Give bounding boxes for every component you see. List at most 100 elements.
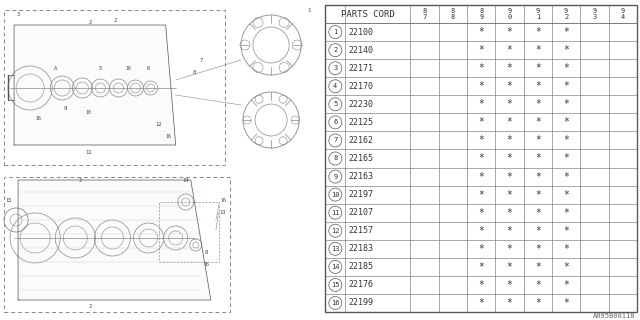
Text: *: * xyxy=(507,135,513,146)
Text: *: * xyxy=(563,226,569,236)
Text: 8: 8 xyxy=(192,70,195,76)
Text: 3: 3 xyxy=(17,12,20,18)
Text: *: * xyxy=(478,63,484,73)
Text: 22170: 22170 xyxy=(348,82,373,91)
Text: *: * xyxy=(478,262,484,272)
Text: 8
8: 8 8 xyxy=(451,8,455,20)
Text: *: * xyxy=(478,99,484,109)
Text: *: * xyxy=(478,45,484,55)
Text: *: * xyxy=(478,208,484,218)
Text: *: * xyxy=(507,172,513,181)
Text: *: * xyxy=(478,244,484,254)
Text: 22100: 22100 xyxy=(348,28,373,36)
Text: *: * xyxy=(478,81,484,91)
Text: *: * xyxy=(507,154,513,164)
Text: *: * xyxy=(507,208,513,218)
Text: *: * xyxy=(535,244,541,254)
Text: *: * xyxy=(563,172,569,181)
Text: *: * xyxy=(563,117,569,127)
Text: 16: 16 xyxy=(125,66,131,70)
Text: 22157: 22157 xyxy=(348,226,373,235)
Text: 9
4: 9 4 xyxy=(621,8,625,20)
Text: 7: 7 xyxy=(333,138,337,143)
Text: 6: 6 xyxy=(147,66,150,70)
Text: 6: 6 xyxy=(333,119,337,125)
Text: *: * xyxy=(535,280,541,290)
Text: 5: 5 xyxy=(99,66,102,70)
Text: *: * xyxy=(563,280,569,290)
Text: A: A xyxy=(54,66,57,70)
Text: 13: 13 xyxy=(220,210,226,214)
Text: 13: 13 xyxy=(331,246,340,252)
Polygon shape xyxy=(14,25,176,145)
Text: 3: 3 xyxy=(333,65,337,71)
Text: *: * xyxy=(535,81,541,91)
Text: *: * xyxy=(535,45,541,55)
Text: 1: 1 xyxy=(308,7,311,12)
Text: 2: 2 xyxy=(114,18,117,22)
Text: 4: 4 xyxy=(333,83,337,89)
Text: 11: 11 xyxy=(85,149,92,155)
Text: 22107: 22107 xyxy=(348,208,373,217)
Text: 15: 15 xyxy=(331,282,340,288)
Text: *: * xyxy=(507,27,513,37)
Text: *: * xyxy=(507,99,513,109)
Text: *: * xyxy=(507,262,513,272)
Text: *: * xyxy=(563,135,569,146)
Text: 16: 16 xyxy=(203,262,209,268)
Text: *: * xyxy=(563,99,569,109)
Text: 11: 11 xyxy=(331,210,340,216)
Text: *: * xyxy=(563,190,569,200)
Text: *: * xyxy=(478,280,484,290)
Text: 9
0: 9 0 xyxy=(508,8,512,20)
Text: 2: 2 xyxy=(89,303,92,308)
Text: *: * xyxy=(507,298,513,308)
Text: 14: 14 xyxy=(182,178,189,182)
Text: *: * xyxy=(478,117,484,127)
Text: A095B00118: A095B00118 xyxy=(593,313,635,319)
Text: 15: 15 xyxy=(4,197,12,203)
Text: 2: 2 xyxy=(89,20,92,25)
Text: *: * xyxy=(535,63,541,73)
Text: 2: 2 xyxy=(79,178,82,182)
Text: *: * xyxy=(535,172,541,181)
Text: *: * xyxy=(507,117,513,127)
Text: *: * xyxy=(507,244,513,254)
Polygon shape xyxy=(18,180,211,300)
Text: *: * xyxy=(563,45,569,55)
Text: *: * xyxy=(535,208,541,218)
Text: 8: 8 xyxy=(204,250,207,254)
Text: *: * xyxy=(507,280,513,290)
Text: 22140: 22140 xyxy=(348,46,373,55)
Text: 22185: 22185 xyxy=(348,262,373,271)
Text: 8
9: 8 9 xyxy=(479,8,483,20)
Text: 8
7: 8 7 xyxy=(422,8,427,20)
Text: *: * xyxy=(563,262,569,272)
Text: *: * xyxy=(478,226,484,236)
Text: 7: 7 xyxy=(199,58,202,62)
Text: 14: 14 xyxy=(331,264,340,270)
Text: *: * xyxy=(563,298,569,308)
Text: *: * xyxy=(563,154,569,164)
Text: *: * xyxy=(507,190,513,200)
Text: *: * xyxy=(507,63,513,73)
Text: 12: 12 xyxy=(331,228,340,234)
Text: 5: 5 xyxy=(333,101,337,107)
Text: 8: 8 xyxy=(333,156,337,162)
Text: 9: 9 xyxy=(333,173,337,180)
Text: *: * xyxy=(535,117,541,127)
Text: 9
1: 9 1 xyxy=(536,8,540,20)
Text: 22176: 22176 xyxy=(348,280,373,289)
Text: *: * xyxy=(535,135,541,146)
Text: *: * xyxy=(563,27,569,37)
Text: *: * xyxy=(535,190,541,200)
Text: 16: 16 xyxy=(331,300,340,306)
Text: 12: 12 xyxy=(156,123,162,127)
Text: 22183: 22183 xyxy=(348,244,373,253)
Text: 22230: 22230 xyxy=(348,100,373,109)
Text: *: * xyxy=(478,135,484,146)
Text: 22162: 22162 xyxy=(348,136,373,145)
Text: 9: 9 xyxy=(63,106,67,110)
Text: *: * xyxy=(507,45,513,55)
Text: 9
3: 9 3 xyxy=(593,8,596,20)
